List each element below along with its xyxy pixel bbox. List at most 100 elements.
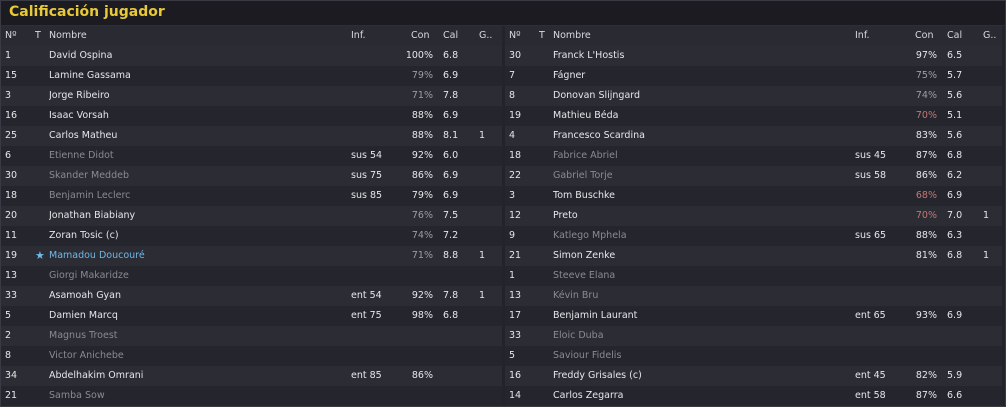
player-name: Asamoah Gyan xyxy=(49,290,122,301)
player-condition: 88% xyxy=(915,230,937,241)
col-header-rating[interactable]: Cal xyxy=(947,30,963,41)
player-name: Skander Meddeb xyxy=(49,170,129,181)
player-number: 20 xyxy=(5,210,18,221)
col-header-goals[interactable]: G.. xyxy=(983,30,997,41)
player-row[interactable]: 3 Jorge Ribeiro 71% 7.8 xyxy=(1,86,502,106)
home-team-table: Nº T Nombre Inf. Con Cal G.. 1 David Ospi… xyxy=(1,26,502,406)
col-header-number[interactable]: Nº xyxy=(509,30,521,41)
player-row[interactable]: 1 Steeve Elana xyxy=(505,266,1002,286)
player-row[interactable]: 7 Fágner 75% 5.7 xyxy=(505,66,1002,86)
player-number: 11 xyxy=(5,230,18,241)
player-rating: 5.6 xyxy=(947,90,963,101)
player-condition: 74% xyxy=(915,90,937,101)
player-condition: 88% xyxy=(411,110,433,121)
col-header-number[interactable]: Nº xyxy=(5,30,17,41)
player-rating: 6.8 xyxy=(947,250,963,261)
player-name: Damien Marcq xyxy=(49,310,118,321)
player-row[interactable]: 25 Carlos Matheu 88% 8.1 1 xyxy=(1,126,502,146)
player-row[interactable]: 22 Gabriel Torje sus 58 86% 6.2 xyxy=(505,166,1002,186)
col-header-condition[interactable]: Con xyxy=(915,30,934,41)
col-header-type[interactable]: T xyxy=(539,30,545,41)
col-header-type[interactable]: T xyxy=(35,30,41,41)
player-info: sus 58 xyxy=(855,170,887,181)
player-name: Benjamin Leclerc xyxy=(49,190,131,201)
player-row[interactable]: 30 Skander Meddeb sus 75 86% 6.9 xyxy=(1,166,502,186)
player-row[interactable]: 9 Katlego Mphela sus 65 88% 6.3 xyxy=(505,226,1002,246)
player-row[interactable]: 14 Carlos Zegarra ent 58 87% 6.6 xyxy=(505,386,1002,406)
player-row[interactable]: 18 Benjamin Leclerc sus 85 79% 6.9 xyxy=(1,186,502,206)
player-row[interactable]: 5 Saviour Fidelis xyxy=(505,346,1002,366)
player-rating: 5.6 xyxy=(947,130,963,141)
player-number: 16 xyxy=(5,110,18,121)
player-rating: 6.0 xyxy=(443,150,459,161)
window-title: Calificación jugador xyxy=(1,1,1005,26)
player-condition: 97% xyxy=(915,50,937,61)
player-row[interactable]: 8 Donovan Slijngard 74% 5.6 xyxy=(505,86,1002,106)
player-rating: 7.2 xyxy=(443,230,459,241)
player-row[interactable]: 4 Francesco Scardina 83% 5.6 xyxy=(505,126,1002,146)
player-row[interactable]: 30 Franck L'Hostis 97% 6.5 xyxy=(505,46,1002,66)
player-rating: 5.1 xyxy=(947,110,963,121)
player-condition: 93% xyxy=(915,310,937,321)
player-row[interactable]: 33 Asamoah Gyan ent 54 92% 7.8 1 xyxy=(1,286,502,306)
player-row[interactable]: 3 Tom Buschke 68% 6.9 xyxy=(505,186,1002,206)
player-number: 33 xyxy=(5,290,18,301)
col-header-goals[interactable]: G.. xyxy=(479,30,493,41)
player-row[interactable]: 8 Victor Anichebe xyxy=(1,346,502,366)
player-number: 15 xyxy=(5,70,18,81)
home-team-rows: 1 David Ospina 100% 6.8 15 Lamine Gassama 79% 6… xyxy=(1,46,502,406)
player-number: 1 xyxy=(5,50,12,61)
player-info: ent 45 xyxy=(855,370,886,381)
player-number: 7 xyxy=(509,70,516,81)
player-number: 21 xyxy=(5,390,18,401)
col-header-rating[interactable]: Cal xyxy=(443,30,459,41)
player-name: Abdelhakim Omrani xyxy=(49,370,144,381)
player-row[interactable]: 20 Jonathan Biabiany 76% 7.5 xyxy=(1,206,502,226)
player-row[interactable]: 16 Isaac Vorsah 88% 6.9 xyxy=(1,106,502,126)
player-condition: 86% xyxy=(915,170,937,181)
player-row[interactable]: 19 ★ Mamadou Doucouré 71% 8.8 1 xyxy=(1,246,502,266)
player-rating: 6.9 xyxy=(947,190,963,201)
player-row[interactable]: 21 Simon Zenke 81% 6.8 1 xyxy=(505,246,1002,266)
player-row[interactable]: 2 Magnus Troest xyxy=(1,326,502,346)
player-rating: 6.9 xyxy=(443,110,459,121)
player-row[interactable]: 6 Etienne Didot sus 54 92% 6.0 xyxy=(1,146,502,166)
player-row[interactable]: 18 Fabrice Abriel sus 45 87% 6.8 xyxy=(505,146,1002,166)
player-number: 22 xyxy=(509,170,522,181)
player-condition: 100% xyxy=(405,50,433,61)
player-row[interactable]: 21 Samba Sow xyxy=(1,386,502,406)
player-number: 13 xyxy=(5,270,18,281)
player-row[interactable]: 19 Mathieu Béda 70% 5.1 xyxy=(505,106,1002,126)
player-row[interactable]: 16 Freddy Grisales (c) ent 45 82% 5.9 xyxy=(505,366,1002,386)
star-icon: ★ xyxy=(35,249,45,262)
col-header-condition[interactable]: Con xyxy=(411,30,430,41)
player-row[interactable]: 34 Abdelhakim Omrani ent 85 86% xyxy=(1,366,502,386)
player-row[interactable]: 13 Kévin Bru xyxy=(505,286,1002,306)
player-row[interactable]: 13 Giorgi Makaridze xyxy=(1,266,502,286)
player-rating: 6.9 xyxy=(443,190,459,201)
player-name: Benjamin Laurant xyxy=(553,310,638,321)
player-info: sus 65 xyxy=(855,230,887,241)
player-row[interactable]: 11 Zoran Tosic (c) 74% 7.2 xyxy=(1,226,502,246)
player-number: 30 xyxy=(5,170,18,181)
col-header-info[interactable]: Inf. xyxy=(855,30,870,41)
player-condition: 87% xyxy=(915,390,937,401)
player-condition: 70% xyxy=(915,210,937,221)
col-header-name[interactable]: Nombre xyxy=(49,30,87,41)
col-header-name[interactable]: Nombre xyxy=(553,30,591,41)
player-number: 18 xyxy=(5,190,18,201)
player-rating: 6.2 xyxy=(947,170,963,181)
player-row[interactable]: 33 Eloic Duba xyxy=(505,326,1002,346)
player-name: Gabriel Torje xyxy=(553,170,613,181)
player-row[interactable]: 17 Benjamin Laurant ent 65 93% 6.9 xyxy=(505,306,1002,326)
player-row[interactable]: 15 Lamine Gassama 79% 6.9 xyxy=(1,66,502,86)
col-header-info[interactable]: Inf. xyxy=(351,30,366,41)
player-number: 19 xyxy=(5,250,18,261)
player-row[interactable]: 12 Preto 70% 7.0 1 xyxy=(505,206,1002,226)
player-name: Victor Anichebe xyxy=(49,350,124,361)
player-name: Carlos Matheu xyxy=(49,130,118,141)
player-row[interactable]: 1 David Ospina 100% 6.8 xyxy=(1,46,502,66)
player-row[interactable]: 5 Damien Marcq ent 75 98% 6.8 xyxy=(1,306,502,326)
player-goals: 1 xyxy=(479,130,486,141)
player-rating: 6.8 xyxy=(947,150,963,161)
